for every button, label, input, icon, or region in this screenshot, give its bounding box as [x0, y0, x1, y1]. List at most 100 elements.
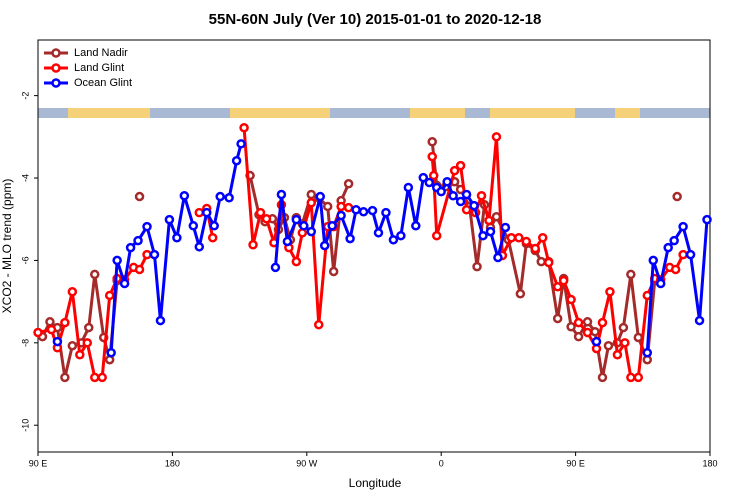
data-point — [506, 233, 517, 243]
data-point — [603, 340, 614, 351]
data-point — [231, 155, 242, 166]
data-point — [493, 252, 503, 263]
data-point — [633, 332, 644, 343]
data-point — [142, 249, 152, 260]
sea-patch — [330, 108, 410, 118]
data-point — [582, 317, 593, 327]
data-point — [89, 372, 100, 383]
data-point — [573, 331, 584, 342]
data-point — [282, 236, 293, 247]
y-tick-label: -4 — [20, 174, 30, 182]
data-point — [194, 242, 205, 252]
data-point — [45, 317, 55, 327]
y-tick-label: -10 — [20, 419, 30, 432]
data-point — [67, 340, 78, 351]
data-point — [52, 336, 63, 347]
data-point — [427, 151, 437, 162]
data-point — [291, 256, 302, 267]
data-point — [485, 226, 496, 237]
data-point — [411, 221, 421, 231]
data-point — [620, 338, 630, 348]
sea-patch — [575, 108, 615, 118]
data-point — [133, 235, 143, 246]
data-point — [612, 350, 623, 360]
data-point — [685, 249, 696, 260]
data-point — [442, 176, 452, 187]
data-point — [215, 191, 225, 202]
data-point — [448, 190, 458, 201]
sea-patch — [150, 108, 230, 118]
data-point — [336, 201, 346, 212]
data-point — [322, 201, 333, 212]
sea-patch — [465, 108, 490, 118]
data-point — [461, 204, 472, 215]
data-point — [149, 249, 160, 260]
legend-marker — [51, 48, 61, 58]
legend-label: Land Nadir — [74, 47, 128, 59]
data-point — [306, 226, 317, 237]
data-point — [336, 210, 346, 221]
data-point — [164, 214, 175, 225]
data-point — [491, 132, 502, 142]
data-point — [172, 233, 182, 243]
data-point — [60, 372, 70, 383]
legend-label: Ocean Glint — [74, 77, 132, 89]
data-point — [134, 191, 145, 202]
data-point — [605, 286, 615, 297]
x-tick-label: 180 — [702, 458, 717, 468]
data-point — [530, 243, 541, 254]
map-strip — [38, 108, 710, 118]
data-point — [188, 221, 199, 231]
data-point — [500, 222, 511, 233]
data-point — [112, 255, 122, 266]
x-tick-label: 180 — [165, 458, 180, 468]
data-point — [678, 249, 688, 260]
data-point — [427, 137, 437, 147]
legend-label: Land Glint — [74, 62, 124, 74]
data-point — [558, 275, 569, 286]
data-point — [67, 286, 78, 297]
data-point — [537, 233, 548, 243]
data-point — [313, 319, 324, 330]
data-point — [255, 207, 266, 218]
data-point — [327, 221, 337, 231]
data-point — [536, 256, 547, 267]
data-point — [104, 290, 115, 301]
data-point — [155, 315, 166, 326]
data-point — [89, 269, 100, 280]
data-point — [46, 324, 57, 335]
data-point — [125, 242, 136, 253]
data-point — [484, 215, 494, 226]
data-point — [201, 207, 212, 218]
data-point — [472, 261, 482, 272]
chart-title: 55N-60N July (Ver 10) 2015-01-01 to 2020… — [209, 11, 542, 28]
x-tick-label: 90 E — [566, 458, 585, 468]
data-point — [403, 182, 414, 193]
data-point — [418, 172, 429, 183]
y-axis-label: XCO2 - MLO trend (ppm) — [0, 179, 14, 314]
data-point — [306, 189, 317, 200]
data-point — [424, 177, 435, 188]
data-point — [373, 228, 384, 238]
data-point — [142, 221, 152, 232]
data-point — [678, 221, 688, 232]
data-point — [119, 278, 130, 289]
data-point — [381, 207, 391, 218]
data-point — [306, 197, 317, 208]
plot-frame — [37, 39, 711, 453]
x-tick-label: 90 W — [296, 458, 318, 468]
data-point — [582, 327, 593, 338]
data-point — [663, 242, 673, 253]
data-point — [573, 317, 584, 328]
data-point — [345, 233, 355, 244]
data-point — [428, 170, 439, 181]
data-point — [597, 372, 608, 383]
data-point — [449, 165, 460, 176]
data-point — [97, 372, 107, 383]
data-point — [224, 193, 234, 203]
data-point — [521, 236, 532, 247]
data-point — [299, 221, 309, 231]
data-point — [469, 200, 479, 211]
